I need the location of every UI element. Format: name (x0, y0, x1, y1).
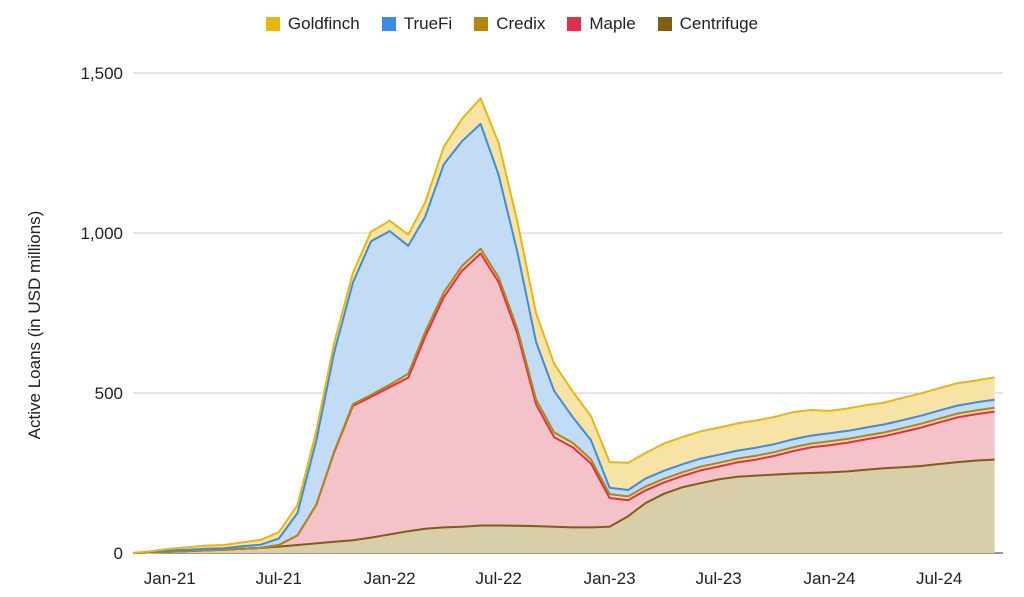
area-layer (133, 98, 995, 554)
legend-label-credix: Credix (496, 14, 546, 33)
legend-label-maple: Maple (589, 14, 636, 33)
y-tick-label: 0 (114, 544, 123, 563)
x-tick-label: Jan-21 (144, 569, 196, 588)
legend-swatch-goldfinch (265, 17, 280, 31)
legend-item-goldfinch[interactable]: Goldfinch (265, 14, 360, 34)
legend-swatch-truefi (381, 17, 396, 31)
area-centrifuge (133, 459, 995, 553)
x-tick-label: Jul-22 (476, 569, 522, 588)
legend-swatch-maple (567, 17, 582, 31)
legend-swatch-centrifuge (657, 17, 672, 31)
line-goldfinch (132, 97, 995, 554)
line-centrifuge (132, 458, 995, 554)
y-tick-label: 500 (95, 384, 123, 403)
x-tick-label: Jul-24 (916, 569, 962, 588)
legend-label-centrifuge: Centrifuge (679, 14, 759, 33)
axis-layer: 0 500 1,000 1,500 Jan-21 Jul-21 Jan-22 Jul-22 Ja… (80, 64, 962, 588)
x-tick-label: Jan-22 (364, 569, 416, 588)
legend-item-centrifuge[interactable]: Centrifuge (657, 14, 759, 34)
x-tick-label: Jan-23 (584, 569, 636, 588)
x-tick-label: Jan-24 (803, 569, 855, 588)
y-tick-label: 1,500 (80, 64, 123, 83)
area-truefi (133, 123, 995, 554)
x-tick-label: Jul-23 (695, 569, 741, 588)
legend-label-truefi: TrueFi (403, 14, 453, 33)
legend-item-truefi[interactable]: TrueFi (381, 14, 453, 34)
y-tick-label: 1,000 (80, 224, 123, 243)
line-truefi (132, 122, 995, 554)
y-axis-label: Active Loans (in USD millions) (25, 211, 44, 440)
legend-swatch-credix (474, 17, 489, 31)
line-layer (132, 97, 995, 554)
legend-item-credix[interactable]: Credix (474, 14, 545, 34)
area-goldfinch (133, 98, 995, 554)
area-maple (133, 253, 995, 553)
legend-item-maple[interactable]: Maple (567, 14, 636, 34)
legend-label-goldfinch: Goldfinch (287, 14, 360, 33)
line-credix (132, 247, 995, 554)
x-tick-label: Jul-21 (256, 569, 302, 588)
legend: Goldfinch TrueFi Credix Maple Centrifuge (0, 14, 1024, 34)
